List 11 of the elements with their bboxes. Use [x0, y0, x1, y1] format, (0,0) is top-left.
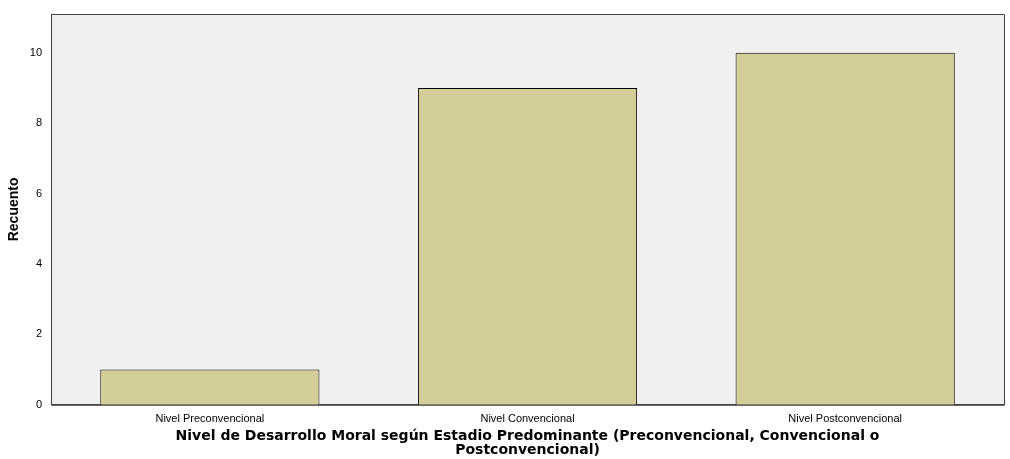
y-tick-label: 8: [35, 116, 43, 129]
y-tick-label: 4: [35, 257, 43, 269]
y-tick-label: 6: [35, 186, 43, 199]
x-axis-title: Nivel de Desarrollo Moral según Estadio Predominante (Preconvencional, Convencional o Postconvencional): [175, 426, 880, 457]
y-tick-label: 0: [35, 397, 43, 410]
y-tick-label: 2: [35, 327, 43, 340]
x-tick-label: Nivel Postconvencional: [788, 412, 903, 425]
y-axis-title: Recuento: [5, 177, 22, 242]
y-tick-label: 10: [29, 45, 43, 58]
x-tick-label: Nivel Convencional: [480, 412, 575, 425]
x-tick-label: Nivel Preconvencional: [155, 412, 265, 425]
